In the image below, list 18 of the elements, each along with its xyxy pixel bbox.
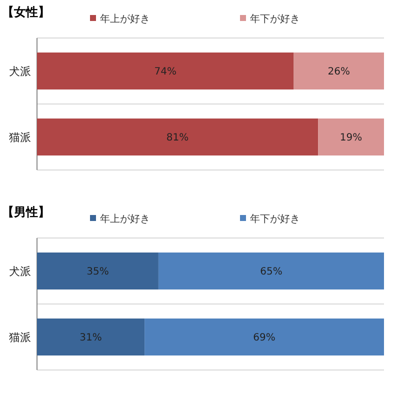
legend-label: 年下が好き	[250, 213, 300, 225]
data-label: 65%	[260, 266, 282, 278]
data-label: 31%	[80, 332, 102, 344]
data-label: 26%	[328, 66, 350, 78]
y-tick-label: 犬派	[9, 65, 31, 78]
y-tick-label: 猫派	[9, 131, 31, 144]
data-label: 35%	[86, 266, 109, 278]
legend-label: 年上が好き	[100, 213, 150, 225]
legend-label: 年下が好き	[250, 13, 300, 25]
chart-title: 【男性】	[2, 205, 50, 219]
y-tick-label: 犬派	[9, 265, 31, 278]
data-label: 74%	[154, 66, 177, 78]
data-label: 69%	[253, 332, 276, 344]
data-label: 19%	[340, 132, 362, 144]
y-tick-label: 猫派	[9, 331, 31, 344]
chart-title: 【女性】	[2, 5, 50, 19]
legend-label: 年上が好き	[100, 13, 150, 25]
data-label: 81%	[166, 132, 189, 144]
